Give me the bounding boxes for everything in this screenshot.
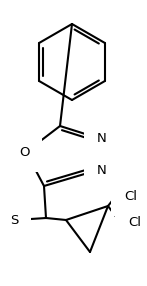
Text: S: S bbox=[10, 214, 18, 227]
Text: N: N bbox=[97, 164, 107, 176]
Text: Cl: Cl bbox=[128, 215, 141, 229]
Text: N: N bbox=[97, 132, 107, 144]
Text: O: O bbox=[19, 146, 29, 158]
Text: Cl: Cl bbox=[124, 190, 137, 202]
